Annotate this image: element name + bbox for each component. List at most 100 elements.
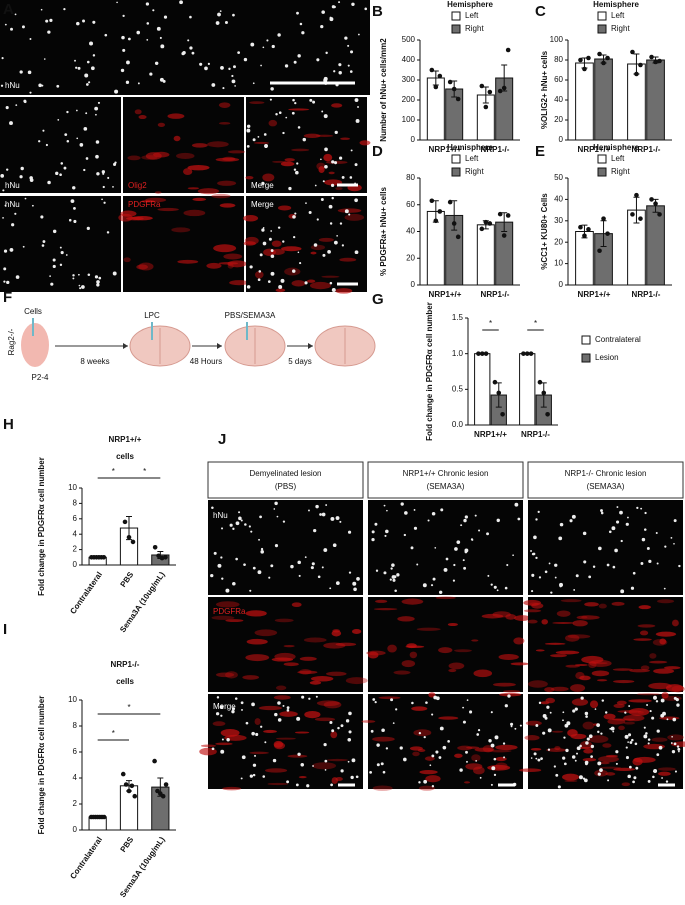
stain	[474, 747, 495, 752]
legend-swatch	[597, 154, 607, 164]
nucleus	[443, 567, 448, 572]
stain	[419, 770, 438, 775]
nucleus	[251, 702, 255, 707]
stain	[495, 756, 507, 762]
nucleus	[70, 199, 75, 204]
nucleus	[331, 288, 336, 292]
y-tick-label: 2	[73, 799, 78, 808]
nucleus	[23, 99, 27, 103]
stain	[397, 616, 415, 622]
data-point	[160, 793, 166, 799]
nucleus	[656, 753, 660, 757]
nucleus	[465, 750, 468, 754]
stain	[567, 634, 591, 639]
legend-title: Hemisphere	[593, 143, 639, 152]
nucleus	[573, 589, 576, 591]
data-point	[578, 224, 583, 230]
nucleus	[116, 1, 118, 4]
nucleus	[554, 563, 558, 567]
nucleus	[79, 287, 82, 290]
y-tick-label: 10	[68, 695, 77, 704]
y-tick-label: 0.0	[452, 420, 464, 429]
chart-subtitle: cells	[116, 677, 134, 686]
nucleus	[72, 274, 75, 277]
stain	[541, 619, 548, 625]
nucleus	[619, 510, 623, 515]
nucleus	[324, 147, 328, 152]
data-point	[487, 221, 493, 226]
nucleus	[336, 235, 338, 237]
nucleus	[322, 253, 326, 257]
panel-text: (SEMA3A)	[587, 482, 625, 491]
nucleus	[673, 742, 677, 746]
nucleus	[97, 101, 101, 104]
nucleus	[645, 732, 648, 735]
nucleus	[260, 725, 263, 728]
stain	[387, 644, 397, 653]
significance-star: *	[127, 703, 130, 712]
stain	[212, 721, 226, 727]
stain	[465, 763, 483, 770]
nucleus	[297, 752, 301, 756]
nucleus	[423, 735, 426, 739]
stain	[623, 721, 636, 725]
nucleus	[432, 577, 436, 581]
stain	[531, 602, 544, 609]
nucleus	[431, 511, 436, 516]
stain	[274, 618, 294, 623]
stain	[211, 193, 231, 199]
nucleus	[226, 738, 230, 742]
stain	[330, 731, 338, 739]
panel-text: Cells	[24, 307, 42, 316]
nucleus	[487, 574, 490, 577]
nucleus	[582, 531, 587, 536]
nucleus	[257, 136, 260, 138]
stain	[283, 662, 299, 667]
nucleus	[334, 130, 338, 135]
nucleus	[431, 713, 434, 716]
nucleus	[127, 37, 131, 41]
stain	[340, 137, 350, 140]
nucleus	[608, 530, 612, 534]
nucleus	[121, 35, 125, 40]
stain	[331, 103, 343, 108]
nucleus	[73, 207, 76, 210]
nucleus	[220, 556, 223, 559]
nucleus	[331, 5, 336, 9]
nucleus	[2, 189, 5, 192]
x-tick-label: NRP1-/-	[632, 145, 661, 154]
stain	[223, 253, 243, 260]
nucleus	[430, 584, 434, 587]
data-point	[483, 104, 489, 110]
nucleus	[574, 759, 577, 762]
stain	[262, 173, 275, 182]
y-tick-label: 200	[402, 95, 416, 104]
y-tick-label: 6	[73, 747, 78, 756]
stain	[211, 615, 235, 620]
nucleus	[341, 244, 344, 247]
nucleus	[660, 698, 665, 703]
nucleus	[357, 33, 360, 36]
data-point	[657, 212, 662, 217]
panel-text: Olig2	[128, 181, 147, 190]
nucleus	[649, 710, 652, 713]
nucleus	[21, 25, 25, 29]
nucleus	[321, 110, 324, 113]
y-tick-label: 400	[402, 55, 416, 64]
nucleus	[380, 762, 384, 766]
nucleus	[370, 729, 374, 733]
stain	[245, 654, 270, 662]
nucleus	[42, 129, 45, 132]
nucleus	[270, 249, 274, 252]
nucleus	[324, 759, 328, 763]
nucleus	[381, 728, 385, 733]
nucleus	[647, 738, 651, 741]
nucleus	[385, 747, 389, 750]
nucleus	[364, 7, 368, 11]
panel-letter: F	[3, 289, 12, 306]
nucleus	[386, 509, 388, 512]
nucleus	[537, 758, 541, 762]
nucleus	[160, 44, 165, 49]
y-tick-label: 4	[73, 773, 78, 782]
nucleus	[15, 275, 20, 279]
